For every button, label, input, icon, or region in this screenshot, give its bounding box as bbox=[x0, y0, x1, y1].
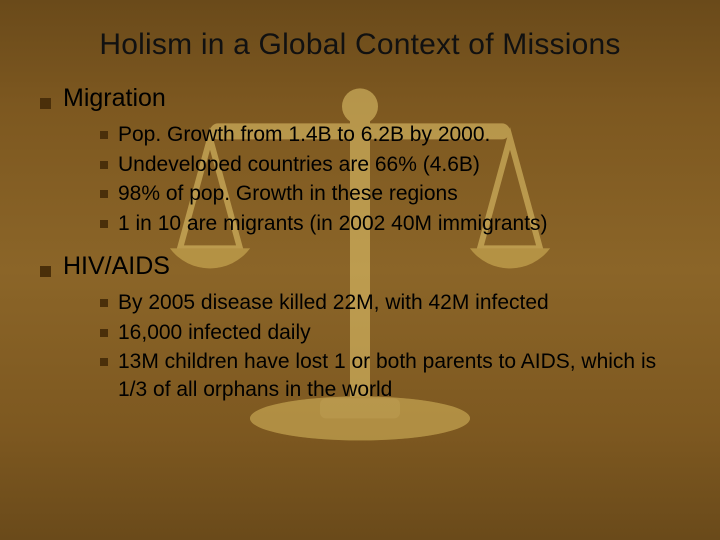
list-item: 13M children have lost 1 or both parents… bbox=[100, 348, 686, 403]
list-item: 16,000 infected daily bbox=[100, 319, 686, 347]
list-item-text: Undeveloped countries are 66% (4.6B) bbox=[118, 151, 480, 179]
square-bullet-icon bbox=[100, 329, 108, 337]
square-bullet-icon bbox=[40, 266, 51, 277]
list-item-text: Pop. Growth from 1.4B to 6.2B by 2000. bbox=[118, 121, 490, 149]
list-item-text: 13M children have lost 1 or both parents… bbox=[118, 348, 686, 403]
topic-migration: Migration bbox=[40, 84, 686, 113]
list-item: Pop. Growth from 1.4B to 6.2B by 2000. bbox=[100, 121, 686, 149]
topic-label: HIV/AIDS bbox=[63, 252, 170, 281]
topic-label: Migration bbox=[63, 84, 166, 113]
slide-container: Holism in a Global Context of Missions M… bbox=[0, 0, 720, 540]
square-bullet-icon bbox=[100, 190, 108, 198]
slide-title: Holism in a Global Context of Missions bbox=[34, 28, 686, 62]
topic-hiv-aids: HIV/AIDS bbox=[40, 252, 686, 281]
list-item-text: 1 in 10 are migrants (in 2002 40M immigr… bbox=[118, 210, 548, 238]
sublist-migration: Pop. Growth from 1.4B to 6.2B by 2000. U… bbox=[100, 121, 686, 238]
square-bullet-icon bbox=[100, 131, 108, 139]
list-item-text: By 2005 disease killed 22M, with 42M inf… bbox=[118, 289, 549, 317]
list-item: Undeveloped countries are 66% (4.6B) bbox=[100, 151, 686, 179]
square-bullet-icon bbox=[40, 98, 51, 109]
list-item: 1 in 10 are migrants (in 2002 40M immigr… bbox=[100, 210, 686, 238]
square-bullet-icon bbox=[100, 161, 108, 169]
list-item: By 2005 disease killed 22M, with 42M inf… bbox=[100, 289, 686, 317]
list-item: 98% of pop. Growth in these regions bbox=[100, 180, 686, 208]
list-item-text: 16,000 infected daily bbox=[118, 319, 311, 347]
square-bullet-icon bbox=[100, 220, 108, 228]
square-bullet-icon bbox=[100, 358, 108, 366]
list-item-text: 98% of pop. Growth in these regions bbox=[118, 180, 458, 208]
sublist-hiv-aids: By 2005 disease killed 22M, with 42M inf… bbox=[100, 289, 686, 404]
square-bullet-icon bbox=[100, 299, 108, 307]
